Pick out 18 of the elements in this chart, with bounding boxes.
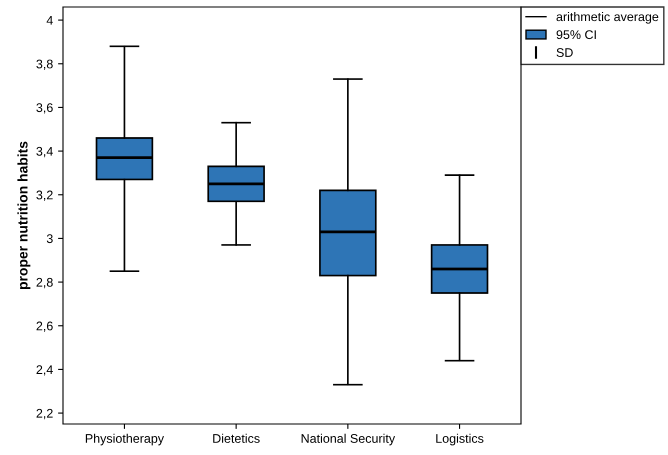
- y-tick-label: 3,4: [36, 146, 53, 158]
- y-tick-label: 3,6: [36, 103, 53, 114]
- x-tick-label: Physiotherapy: [86, 434, 164, 446]
- text: arithmetic average: [556, 12, 658, 24]
- x-tick-label: National Security: [302, 434, 396, 446]
- y-tick-label: 2,2: [36, 408, 53, 420]
- y-tick-label: 2,8: [36, 278, 53, 288]
- text: SD: [556, 48, 573, 57]
- y-tick-label: 3,8: [36, 60, 53, 70]
- x-tick-label: Dietetics: [213, 434, 260, 443]
- y-tick-label: 3,2: [36, 190, 53, 201]
- legend-label: 95% CI: [556, 30, 596, 40]
- y-tick-label: 2,6: [36, 322, 53, 332]
- y-tick-label: 3: [46, 234, 53, 244]
- x-tick-label: Logistics: [436, 434, 484, 446]
- y-axis-title: proper nutrition habits: [17, 142, 30, 290]
- y-tick-label: 2,4: [36, 365, 53, 376]
- y-tick-label: 4: [46, 16, 53, 25]
